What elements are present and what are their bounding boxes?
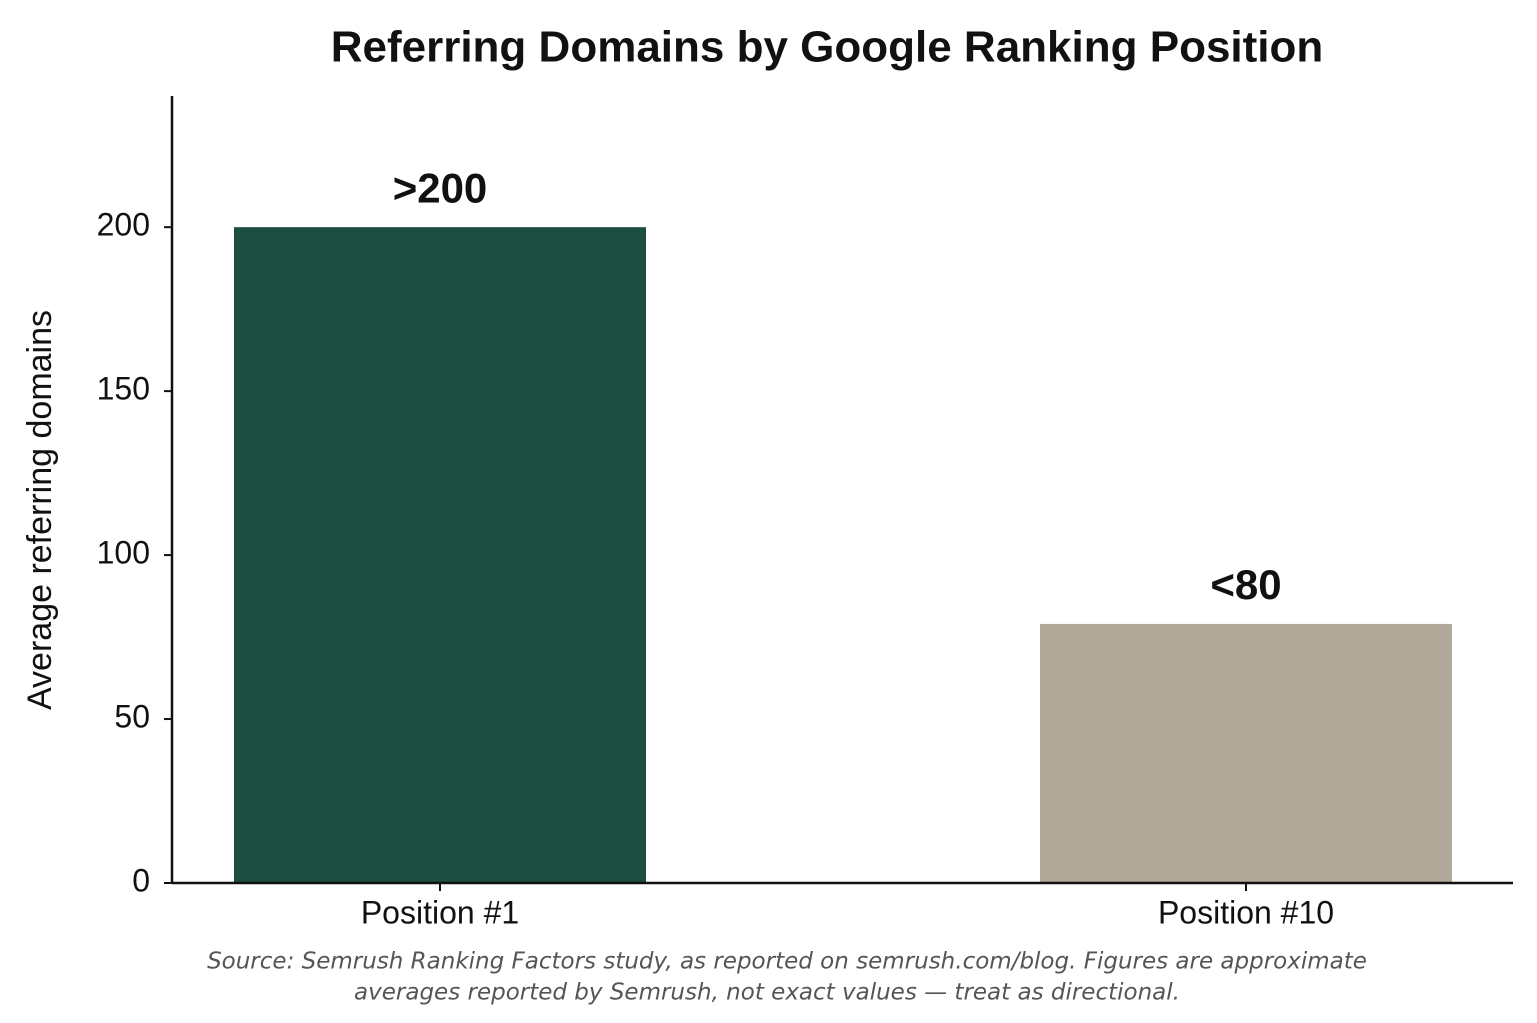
y-tick-label: 200 (97, 207, 150, 243)
y-tick-label: 150 (97, 371, 150, 407)
y-tick-label: 0 (132, 862, 150, 898)
value-label: >200 (393, 164, 488, 211)
y-tick-label: 100 (97, 535, 150, 571)
y-tick-label: 50 (114, 698, 150, 734)
source-note: Source: Semrush Ranking Factors study, a… (207, 949, 1367, 975)
source-note: averages reported by Semrush, not exact … (354, 980, 1180, 1006)
x-tick-label: Position #10 (1158, 894, 1334, 930)
value-label: <80 (1210, 561, 1281, 608)
y-axis-label: Average referring domains (21, 310, 59, 710)
bar (1040, 623, 1452, 883)
bar (234, 227, 646, 883)
chart-title: Referring Domains by Google Ranking Posi… (331, 23, 1324, 72)
x-tick-label: Position #1 (361, 894, 519, 930)
